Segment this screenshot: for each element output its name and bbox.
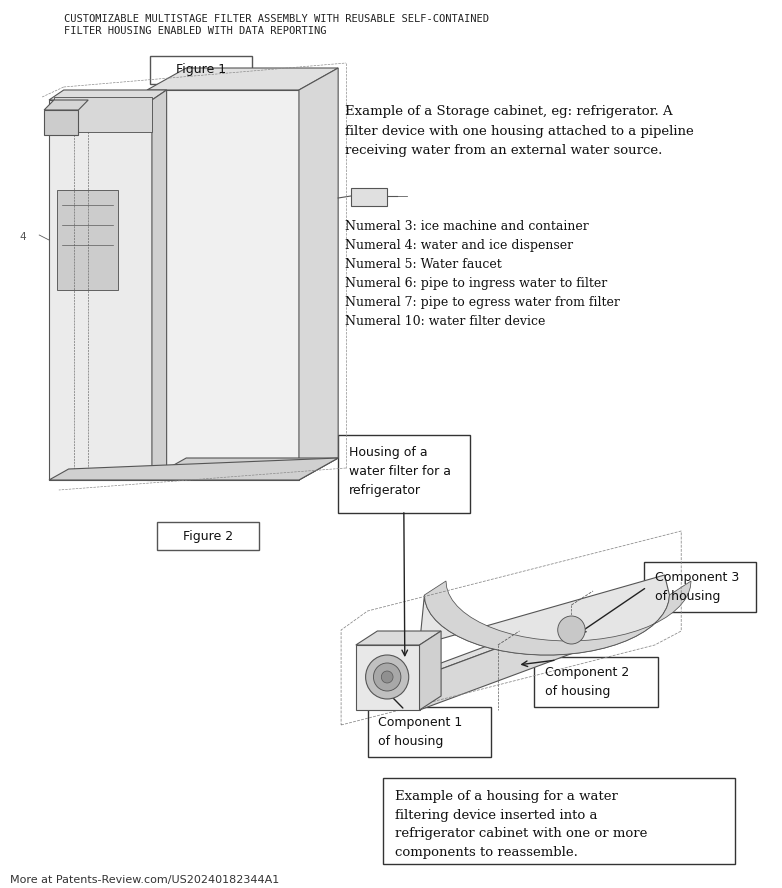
- FancyBboxPatch shape: [383, 778, 735, 864]
- FancyBboxPatch shape: [644, 562, 755, 612]
- Polygon shape: [419, 575, 669, 655]
- Text: Component 2
of housing: Component 2 of housing: [545, 666, 630, 698]
- Text: FILTER HOUSING ENABLED WITH DATA REPORTING: FILTER HOUSING ENABLED WITH DATA REPORTI…: [63, 26, 326, 36]
- Text: More at Patents-Review.com/US20240182344A1: More at Patents-Review.com/US20240182344…: [10, 875, 279, 885]
- FancyBboxPatch shape: [338, 435, 469, 513]
- Polygon shape: [147, 68, 338, 90]
- Polygon shape: [299, 68, 338, 480]
- Polygon shape: [44, 110, 78, 135]
- Text: Numeral 6: pipe to ingress water to filter: Numeral 6: pipe to ingress water to filt…: [345, 277, 608, 290]
- Circle shape: [382, 671, 393, 683]
- Polygon shape: [54, 97, 152, 132]
- Polygon shape: [419, 583, 657, 677]
- Text: Numeral 5: Water faucet: Numeral 5: Water faucet: [345, 258, 502, 271]
- Text: Numeral 4: water and ice dispenser: Numeral 4: water and ice dispenser: [345, 239, 573, 252]
- Text: Figure 1: Figure 1: [176, 64, 226, 76]
- Circle shape: [558, 616, 585, 644]
- Polygon shape: [147, 90, 299, 480]
- Polygon shape: [49, 100, 152, 480]
- Polygon shape: [44, 100, 88, 110]
- Circle shape: [374, 663, 401, 691]
- Text: Numeral 10: water filter device: Numeral 10: water filter device: [345, 315, 545, 328]
- Text: Component 3
of housing: Component 3 of housing: [655, 571, 739, 603]
- Text: CUSTOMIZABLE MULTISTAGE FILTER ASSEMBLY WITH REUSABLE SELF-CONTAINED: CUSTOMIZABLE MULTISTAGE FILTER ASSEMBLY …: [63, 14, 489, 24]
- Polygon shape: [152, 90, 167, 480]
- Text: Housing of a
water filter for a
refrigerator: Housing of a water filter for a refriger…: [349, 446, 451, 497]
- Polygon shape: [49, 458, 338, 480]
- FancyBboxPatch shape: [368, 707, 491, 757]
- Text: Example of a housing for a water
filtering device inserted into a
refrigerator c: Example of a housing for a water filteri…: [395, 790, 647, 859]
- Circle shape: [366, 655, 409, 699]
- Polygon shape: [147, 458, 338, 480]
- FancyBboxPatch shape: [534, 657, 658, 707]
- Polygon shape: [419, 597, 635, 710]
- Polygon shape: [356, 631, 441, 645]
- Text: Numeral 7: pipe to egress water from filter: Numeral 7: pipe to egress water from fil…: [345, 296, 620, 309]
- Polygon shape: [419, 631, 441, 710]
- Text: Component 1
of housing: Component 1 of housing: [378, 716, 463, 748]
- FancyBboxPatch shape: [150, 56, 252, 84]
- Text: Figure 2: Figure 2: [183, 529, 233, 543]
- FancyBboxPatch shape: [157, 522, 259, 550]
- Polygon shape: [49, 90, 167, 100]
- Polygon shape: [425, 581, 691, 655]
- Text: Numeral 3: ice machine and container: Numeral 3: ice machine and container: [345, 220, 589, 233]
- Text: Example of a Storage cabinet, eg: refrigerator. A
filter device with one housing: Example of a Storage cabinet, eg: refrig…: [345, 105, 694, 157]
- Polygon shape: [57, 190, 117, 290]
- Polygon shape: [356, 645, 419, 710]
- Text: 4: 4: [20, 232, 27, 242]
- Polygon shape: [351, 188, 387, 206]
- Polygon shape: [635, 583, 657, 630]
